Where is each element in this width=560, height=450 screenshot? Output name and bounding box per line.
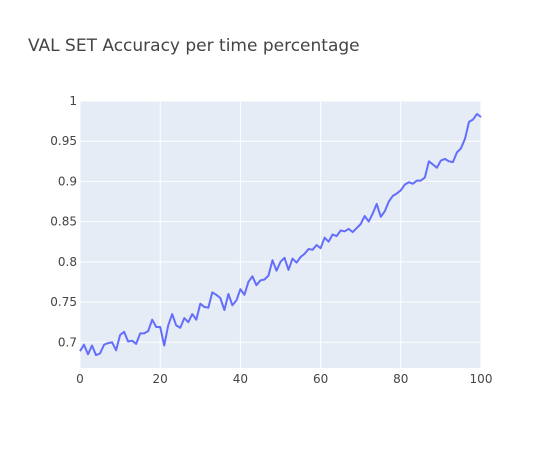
y-tick-label: 0.7 [58,335,77,349]
plot-area [80,101,481,368]
x-tick-label: 40 [233,372,248,386]
y-tick-label: 0.85 [50,215,77,229]
series-line [79,112,482,357]
y-tick-label: 0.8 [58,255,77,269]
y-tick-label: 0.9 [58,174,77,188]
x-tick-label: 100 [470,372,493,386]
y-axis-tick-labels: 0.7 0.75 0.8 0.85 0.9 0.95 1 [50,94,77,349]
x-axis-tick-labels: 0 20 40 60 80 100 [76,372,492,386]
series-layer [79,112,482,357]
y-tick-label: 0.95 [50,134,77,148]
x-tick-label: 80 [393,372,408,386]
x-gridlines [79,101,482,368]
x-tick-label: 20 [153,372,168,386]
y-tick-label: 0.75 [50,295,77,309]
chart-title: VAL SET Accuracy per time percentage [28,36,360,56]
x-tick-label: 60 [313,372,328,386]
y-tick-label: 1 [69,94,77,108]
x-tick-label: 0 [76,372,84,386]
